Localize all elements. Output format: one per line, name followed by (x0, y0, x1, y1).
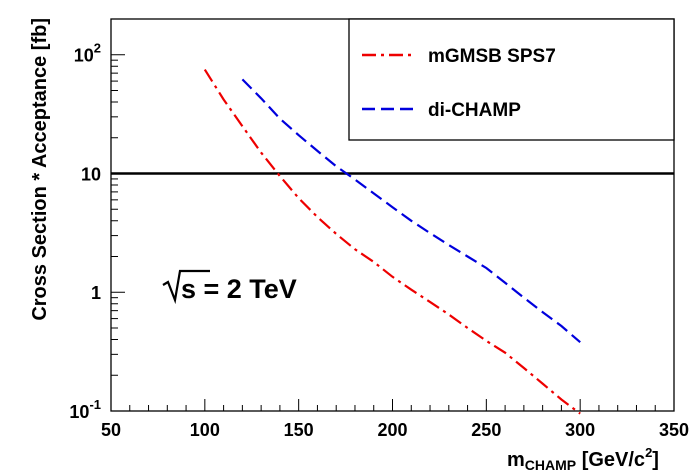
legend-label-dichamp: di-CHAMP (428, 100, 521, 121)
y-tick-label: 10-1 (69, 397, 101, 422)
legend-label-mgmsb: mGMSB SPS7 (428, 46, 556, 67)
y-tick-label: 10 (81, 164, 101, 184)
y-tick-label-exponent: 2 (94, 41, 101, 56)
x-tick-label: 200 (377, 420, 407, 440)
y-tick-label: 1 (91, 283, 101, 303)
y-tick-label-base: 10 (81, 164, 101, 184)
x-tick-label: 250 (471, 420, 501, 440)
x-tick-label: 150 (284, 420, 314, 440)
energy-annotation: s = 2 TeV (181, 274, 297, 304)
y-tick-label-base: 1 (91, 283, 101, 303)
x-axis-title: mCHAMP [GeV/c2] (507, 445, 659, 472)
y-tick-label: 102 (74, 41, 101, 66)
y-tick-label-base: 10 (69, 402, 89, 422)
y-axis-title: Cross Section * Acceptance [fb] (29, 18, 51, 321)
series-line-di-champ (241, 78, 581, 344)
legend-box (348, 18, 675, 141)
x-tick-label: 350 (659, 420, 689, 440)
x-tick-label: 300 (565, 420, 595, 440)
y-tick-label-base: 10 (74, 46, 94, 66)
sqrt-radical-sign (162, 269, 210, 305)
x-tick-label: 100 (190, 420, 220, 440)
series-line-mgmsb-sps7 (203, 69, 581, 415)
y-tick-label-exponent: -1 (89, 397, 101, 412)
x-tick-label: 50 (101, 420, 121, 440)
